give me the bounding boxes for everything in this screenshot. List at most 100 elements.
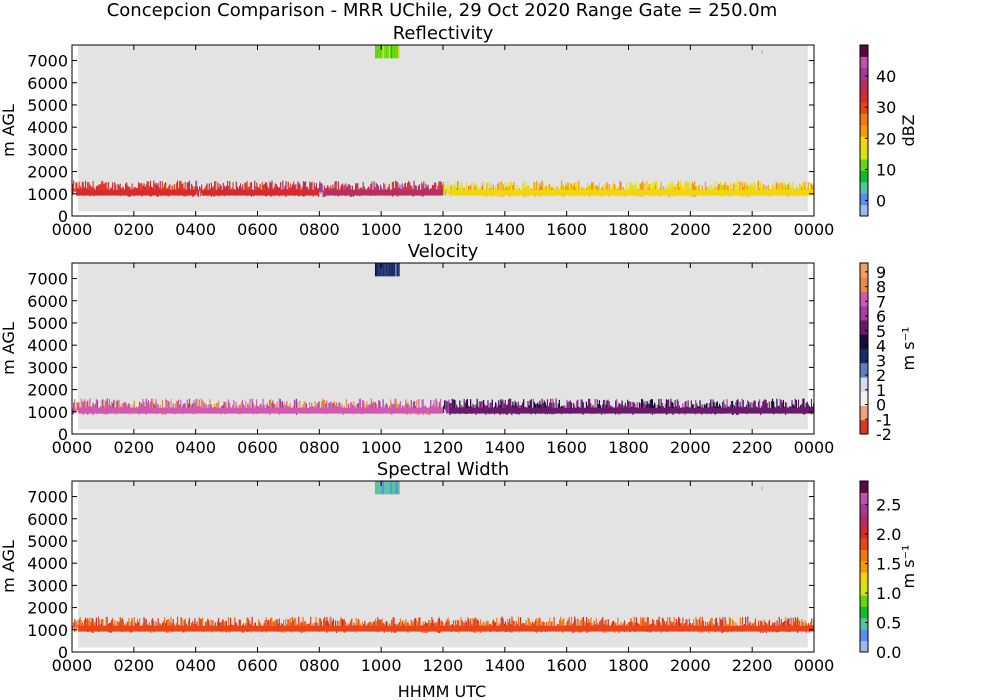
layer-mark <box>180 180 182 193</box>
layer-mark <box>767 621 769 629</box>
layer-mark <box>272 620 274 628</box>
layer-mark <box>105 401 107 413</box>
layer-mark <box>181 406 183 409</box>
layer-mark <box>321 183 323 193</box>
layer-mark <box>258 619 260 629</box>
layer-mark <box>762 184 764 191</box>
layer-mark <box>314 186 316 193</box>
layer-mark <box>594 398 596 415</box>
echo-mark <box>387 481 389 495</box>
layer-mark <box>589 398 591 410</box>
layer-mark <box>604 186 606 192</box>
layer-mark <box>414 185 416 193</box>
echo-mark <box>390 45 392 59</box>
layer-mark <box>366 401 368 410</box>
layer-mark <box>508 622 510 627</box>
layer-mark <box>598 400 601 411</box>
layer-mark <box>159 404 161 410</box>
x-tick-label: 1600 <box>546 220 587 239</box>
y-tick-label: 3000 <box>27 576 68 595</box>
echo-mark <box>376 481 379 495</box>
layer-mark <box>809 621 812 629</box>
layer-mark <box>716 186 718 191</box>
layer-mark <box>576 182 578 195</box>
layer-mark <box>475 618 477 633</box>
layer-mark <box>615 400 617 415</box>
x-tick-label: 1000 <box>361 656 402 675</box>
layer-mark <box>238 619 240 631</box>
layer-mark <box>696 619 698 627</box>
colorbar-tick-label: 3 <box>876 351 886 370</box>
layer-mark <box>665 399 668 415</box>
layer-mark <box>429 188 431 191</box>
layer-mark <box>394 398 396 411</box>
layer-mark <box>152 187 154 191</box>
layer-mark <box>293 617 296 628</box>
layer-mark <box>319 181 321 192</box>
layer-mark <box>462 621 464 629</box>
layer-mark <box>532 182 535 191</box>
layer-mark <box>794 398 796 412</box>
layer-mark <box>486 620 488 628</box>
layer-mark <box>745 181 748 196</box>
layer-mark <box>555 398 557 410</box>
layer-mark <box>752 402 754 411</box>
layer-mark <box>450 184 452 191</box>
layer-mark <box>684 622 686 628</box>
echo-feature-1 <box>761 486 763 490</box>
layer-mark <box>619 181 621 196</box>
layer-mark <box>619 403 621 409</box>
layer-mark <box>758 620 760 628</box>
layer-mark <box>654 181 656 192</box>
layer-mark <box>666 399 669 414</box>
layer-mark <box>446 619 448 627</box>
layer-mark <box>739 617 741 630</box>
layer-mark <box>179 181 181 195</box>
layer-mark <box>195 399 197 409</box>
layer-mark <box>736 400 738 416</box>
layer-mark <box>106 398 108 415</box>
layer-mark <box>607 399 609 409</box>
layer-mark <box>653 620 655 628</box>
layer-mark <box>677 616 680 627</box>
layer-mark <box>560 180 563 197</box>
colorbar-tick-label: 0 <box>876 396 886 415</box>
layer-mark <box>171 185 173 193</box>
colorbar-tick-label: 10 <box>876 160 896 179</box>
layer-mark <box>358 619 360 629</box>
layer-mark <box>682 617 684 629</box>
layer-mark <box>339 402 341 411</box>
layer-mark <box>259 184 261 194</box>
layer-mark <box>762 401 764 413</box>
layer-mark <box>201 617 204 631</box>
layer-mark <box>802 182 804 194</box>
layer-mark <box>538 617 540 627</box>
layer-mark <box>196 621 198 627</box>
layer-mark <box>677 401 680 411</box>
layer-mark <box>435 398 437 412</box>
layer-mark <box>498 182 500 196</box>
layer-mark <box>723 184 725 191</box>
layer-mark <box>112 182 114 195</box>
layer-mark <box>75 621 77 629</box>
layer-band-0 <box>72 398 444 416</box>
layer-mark <box>658 399 660 414</box>
layer-mark <box>393 187 396 191</box>
colorbar-tick-label: 7 <box>876 292 886 311</box>
layer-mark <box>608 401 610 412</box>
layer-mark <box>201 400 204 409</box>
layer-mark <box>373 181 375 192</box>
layer-mark <box>234 617 236 631</box>
layer-mark <box>210 404 212 410</box>
layer-mark <box>239 619 241 628</box>
colorbar-segment <box>860 334 868 349</box>
layer-mark <box>603 399 605 414</box>
layer-mark <box>491 621 494 628</box>
layer-mark <box>338 402 340 410</box>
layer-mark <box>345 183 347 197</box>
layer-mark <box>332 184 334 194</box>
layer-mark <box>474 184 476 192</box>
layer-mark <box>760 181 762 193</box>
layer-mark <box>720 618 722 629</box>
layer-mark <box>560 616 562 631</box>
